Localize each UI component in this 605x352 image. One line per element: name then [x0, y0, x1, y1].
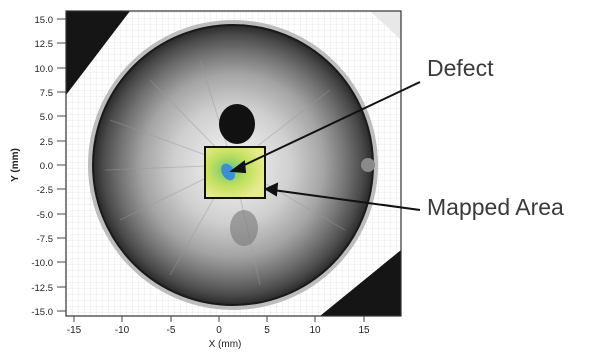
x-tick-label: 10 — [309, 325, 321, 336]
y-tick-label: 0.0 — [40, 161, 53, 172]
y-tick-label: -12.5 — [31, 283, 53, 294]
x-tick-label: 5 — [264, 325, 270, 336]
y-tick-label: -2.5 — [37, 185, 53, 196]
y-tick-label: -15.0 — [31, 307, 53, 318]
wafer-notch — [361, 158, 375, 172]
mapped-area-label: Mapped Area — [427, 194, 564, 220]
x-tick-label: -15 — [67, 325, 82, 336]
y-tick-label: -7.5 — [37, 234, 53, 245]
mapped-arrowhead — [263, 182, 279, 197]
mapped-area-box — [204, 146, 266, 199]
x-tick-label: -5 — [167, 325, 176, 336]
shadow-spot — [230, 210, 258, 246]
y-tick-label: 7.5 — [40, 88, 53, 99]
x-tick-label: 0 — [216, 325, 222, 336]
defect-arrow-line — [237, 81, 421, 169]
y-tick-label: 10.0 — [35, 64, 54, 75]
surface-pit — [219, 104, 255, 144]
y-axis-label: Y (mm) — [10, 148, 21, 182]
callout-arrows — [229, 81, 421, 211]
y-tick-label: 12.5 — [35, 39, 54, 50]
x-tick-label: -10 — [115, 325, 130, 336]
defect-arrowhead — [229, 160, 247, 174]
y-tick-label: -10.0 — [31, 258, 53, 269]
corner-shadow-bottom-right — [320, 250, 401, 316]
x-axis-label: X (mm) — [209, 339, 242, 350]
y-tick-label: 15.0 — [35, 15, 54, 26]
y-tick-marks — [57, 18, 66, 312]
y-tick-label: 5.0 — [40, 112, 53, 123]
corner-light-top-right — [370, 11, 401, 40]
plot-frame — [65, 10, 402, 317]
x-tick-label: 15 — [358, 325, 370, 336]
defect-label: Defect — [427, 55, 494, 81]
corner-shadow-top-left — [66, 11, 130, 95]
x-tick-marks — [73, 316, 365, 322]
mapped-arrow-line — [272, 189, 421, 211]
y-tick-label: 2.5 — [40, 137, 53, 148]
defect-spot — [221, 163, 235, 181]
y-tick-label: -5.0 — [37, 210, 53, 221]
